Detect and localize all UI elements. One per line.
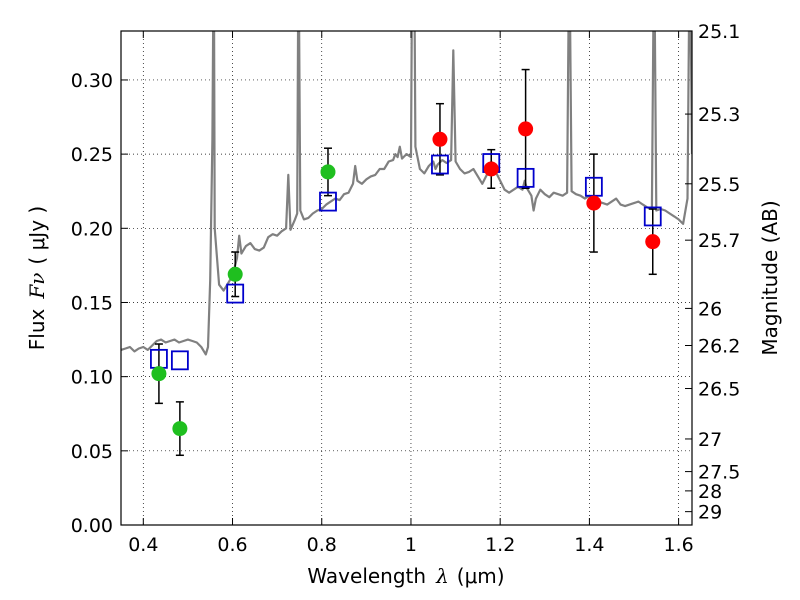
y-axis-title-unit: ( μJy ): [25, 206, 49, 265]
green-observed-point: [227, 266, 243, 282]
model-square-point: [643, 206, 662, 227]
y-tick-label: 0.10: [71, 367, 113, 389]
red-observed-point: [645, 234, 661, 250]
model-square-point: [226, 283, 245, 304]
y-tick-label: 0.00: [71, 515, 113, 537]
y-tick-label: 0.05: [71, 441, 113, 463]
y-tick-label: 0.15: [71, 292, 113, 314]
x-axis-title: Wavelength λ (μm): [307, 564, 504, 588]
y2-tick-label: 25.1: [698, 21, 740, 43]
y2-axis-title: Magnitude (AB): [758, 200, 782, 355]
x-tick-label: 0.6: [217, 534, 247, 556]
model-square-point: [170, 350, 189, 371]
y2-tick-label: 26: [698, 298, 722, 320]
y2-tick-label: 27.5: [698, 462, 740, 484]
x-axis-title-symbol: λ: [435, 564, 449, 588]
x-tick-label: 1: [405, 534, 417, 556]
green-observed-point: [151, 366, 167, 382]
red-observed-point: [432, 131, 448, 147]
x-axis-title-unit: (μm): [457, 564, 505, 588]
green-observed-point: [172, 421, 188, 437]
plot-frame: [120, 30, 693, 526]
y2-tick-label: 26.5: [698, 379, 740, 401]
x-axis-title-text: Wavelength: [307, 564, 426, 588]
x-tick-label: 1.2: [485, 534, 515, 556]
x-tick-label: 1.6: [664, 534, 694, 556]
marker-layer: [150, 121, 662, 437]
x-tick-label: 0.8: [307, 534, 337, 556]
model-square-point: [319, 191, 337, 212]
y2-tick-label: 27: [698, 429, 722, 451]
y-axis-title-text: Flux: [25, 308, 49, 350]
y-tick-label: 0.20: [71, 218, 113, 240]
y2-tick-label: 29: [698, 502, 722, 524]
y-axis-title-symbol: Fν: [25, 273, 49, 300]
x-tick-label: 1.4: [574, 534, 604, 556]
ticks: 0.4 0.6 0.8 1 1.2 1.4 1.6 0.00 0.05 0.10 0.15 0.20 0…: [71, 21, 741, 556]
x-tick-label: 0.4: [128, 534, 158, 556]
model-square-point: [516, 167, 535, 188]
red-observed-point: [483, 161, 499, 177]
y2-tick-label: 28: [698, 481, 722, 503]
y2-tick-label: 26.2: [698, 335, 740, 357]
red-observed-point: [518, 121, 534, 137]
y2-tick-label: 25.7: [698, 230, 740, 252]
red-observed-point: [586, 195, 602, 211]
y-tick-label: 0.25: [71, 144, 113, 166]
y-axis-title: Flux Fν ( μJy ): [25, 206, 49, 350]
y2-tick-label: 25.3: [698, 104, 740, 126]
green-observed-point: [320, 164, 336, 180]
y-tick-label: 0.30: [71, 70, 113, 92]
y2-tick-label: 25.5: [698, 174, 740, 196]
model-square-point: [431, 154, 449, 175]
